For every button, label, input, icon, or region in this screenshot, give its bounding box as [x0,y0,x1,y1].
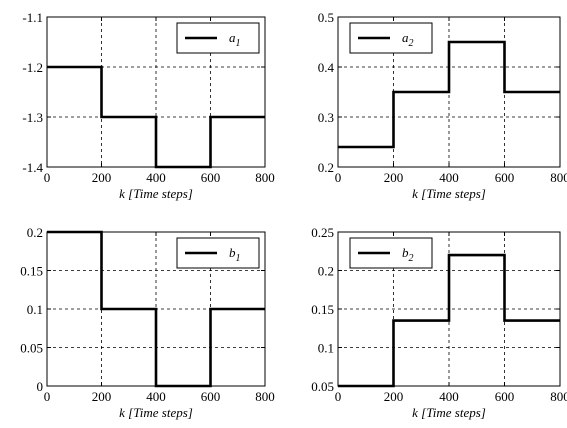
legend-label-subscript: 1 [236,253,241,264]
legend-label-subscript: 2 [409,253,414,264]
y-tick-label: 0.1 [27,302,43,317]
series-line-b1 [47,230,265,388]
legend-label-main: a [402,30,409,45]
x-tick-label: 200 [384,389,404,404]
x-tick-label: 600 [495,170,515,185]
legend: a1 [176,22,260,54]
x-tick-label: 800 [550,389,567,404]
x-tick-label: 800 [255,389,275,404]
y-tick-label: 0.05 [311,379,334,394]
y-tick-label: 0 [37,379,44,394]
legend-label: a1 [229,30,241,49]
x-tick-label: 400 [439,170,459,185]
x-axis-label: k [Time steps] [119,405,193,420]
y-tick-label: 0.3 [318,110,334,125]
legend-label: b2 [402,245,414,264]
y-tick-label: 0.2 [27,225,43,240]
subplot-1: 0 200 400 600 800 -1.4 -1.3 -1.2 -1.1 a1 k [Time s… [22,10,274,201]
series-line-a2 [338,40,560,149]
legend-label-main: a [229,30,236,45]
legend-label-subscript: 2 [409,38,414,49]
x-axis-label: k [Time steps] [412,186,486,201]
series-line-a1 [47,65,265,169]
x-tick-label: 800 [550,170,567,185]
x-tick-label: 0 [44,389,51,404]
y-tick-label: 0.25 [311,225,334,240]
x-axis-label: k [Time steps] [412,405,486,420]
x-tick-label: 200 [92,389,112,404]
legend-label: a2 [402,30,414,49]
legend-box [176,22,260,54]
x-axis-label: k [Time steps] [119,186,193,201]
x-tick-label: 400 [146,389,166,404]
y-tick-label: 0.15 [20,264,43,279]
x-tick-label: 400 [146,170,166,185]
y-tick-label: 0.15 [311,302,334,317]
y-tick-label: -1.2 [22,60,43,75]
series-line-b2 [338,253,560,388]
legend: a2 [349,22,433,54]
legend-label-main: b [402,245,409,260]
x-tick-label: 800 [255,170,275,185]
y-tick-label: 0.05 [20,341,43,356]
x-tick-label: 0 [335,389,342,404]
y-tick-label: 0.2 [318,264,334,279]
y-tick-label: -1.1 [22,10,43,25]
x-tick-label: 0 [44,170,51,185]
x-tick-label: 200 [384,170,404,185]
x-tick-label: 600 [201,170,221,185]
x-tick-label: 400 [439,389,459,404]
subplot-3: 0 200 400 600 800 0 0.05 0.1 0.15 0.2 b1 k [Time st… [20,225,275,420]
y-tick-label: 0.5 [318,10,334,25]
x-tick-label: 600 [495,389,515,404]
x-tick-label: 0 [335,170,342,185]
y-tick-label: -1.4 [22,160,43,175]
subplot-2: 0 200 400 600 800 0.2 0.3 0.4 0.5 a2 k [Time steps… [318,10,567,201]
y-tick-label: 0.4 [318,60,335,75]
subplot-4: 0 200 400 600 800 0.05 0.1 0.15 0.2 0.25 b2 k [Time… [311,225,567,420]
legend-label-main: b [229,245,236,260]
legend-label-subscript: 1 [236,38,241,49]
x-tick-label: 600 [201,389,221,404]
y-tick-label: 0.1 [318,341,334,356]
y-tick-label: -1.3 [22,110,43,125]
legend-label: b1 [229,245,241,264]
y-tick-label: 0.2 [318,160,334,175]
legend: b1 [176,237,260,269]
x-tick-label: 200 [92,170,112,185]
legend: b2 [349,237,433,269]
